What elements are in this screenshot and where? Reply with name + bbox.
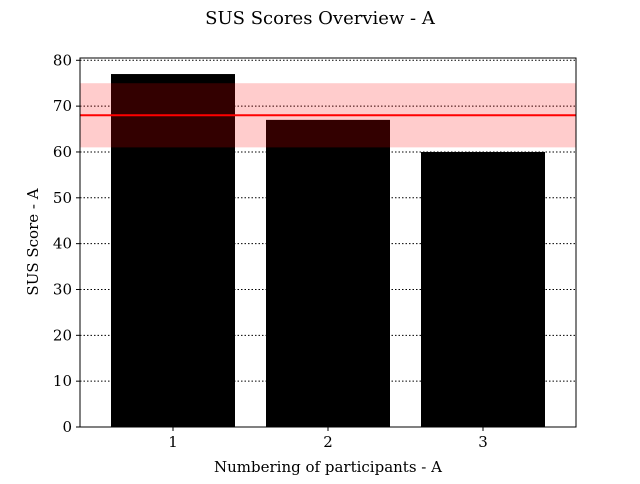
y-tick-label: 60 [53, 143, 72, 161]
x-axis-label: Numbering of participants - A [214, 458, 442, 476]
y-tick-label: 0 [62, 418, 72, 436]
y-tick-label: 20 [53, 326, 72, 344]
y-tick-label: 40 [53, 235, 72, 253]
y-axis-label: SUS Score - A [24, 188, 42, 295]
x-tick-label: 1 [168, 433, 178, 451]
x-tick-label: 3 [478, 433, 488, 451]
x-tick-label: 2 [323, 433, 333, 451]
bar-2 [266, 119, 390, 427]
chart-title: SUS Scores Overview - A [205, 8, 436, 29]
bars [111, 74, 545, 428]
y-axis-ticks: 0 10 20 30 40 50 60 70 80 [53, 51, 80, 436]
y-tick-label: 10 [53, 372, 72, 390]
y-tick-label: 80 [53, 51, 72, 69]
y-tick-label: 30 [53, 280, 72, 298]
y-tick-label: 50 [53, 189, 72, 207]
reference-layer [80, 83, 576, 148]
y-tick-label: 70 [53, 97, 72, 115]
bar-3 [421, 151, 545, 428]
x-axis-ticks: 1 2 3 [168, 427, 488, 451]
bar-1 [111, 74, 235, 427]
